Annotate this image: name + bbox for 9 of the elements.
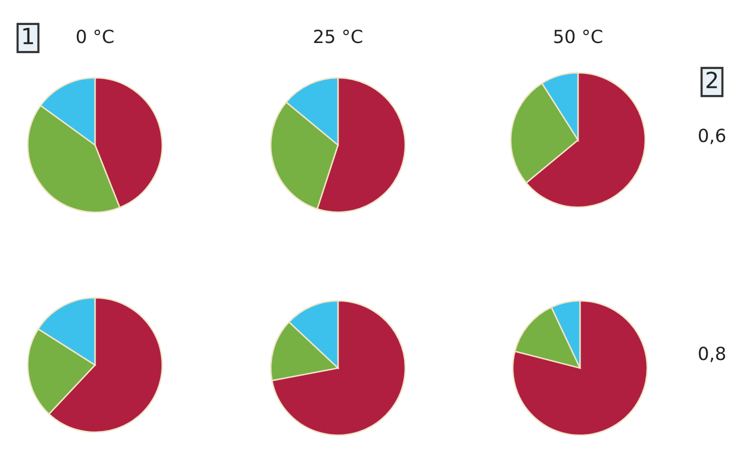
chart-title: 25 °C bbox=[314, 30, 362, 44]
text: 2 bbox=[706, 72, 717, 88]
text: 0,6 bbox=[698, 128, 726, 144]
pie-slice bbox=[512, 300, 648, 436]
chart-title: 0 °C bbox=[76, 30, 114, 44]
pie-slice bbox=[271, 300, 406, 436]
chart-title: 50 °C bbox=[554, 30, 602, 44]
text: 0,8 bbox=[698, 346, 726, 362]
text: 1 bbox=[23, 28, 34, 44]
